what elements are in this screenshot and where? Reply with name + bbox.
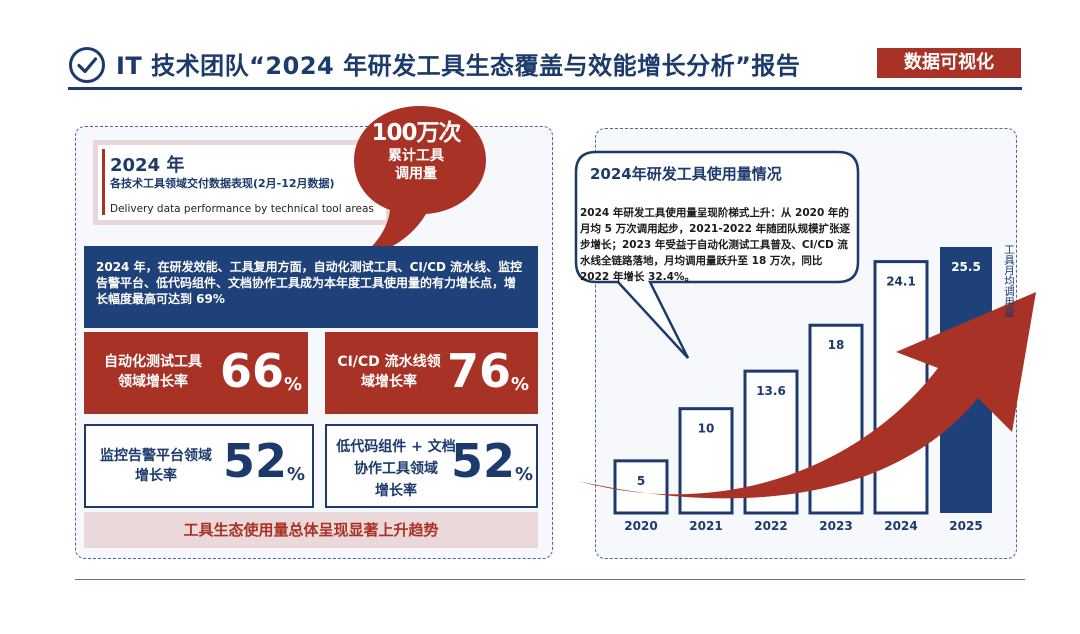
data-visualization-tag: 数据可视化 xyxy=(877,48,1021,78)
bar-value-label: 13.6 xyxy=(756,384,786,398)
year-card: 2024 年 各技术工具领域交付数据表现(2月-12月数据) Delivery … xyxy=(93,140,391,225)
total-calls-label-1: 累计工具 xyxy=(388,148,444,164)
check-circle-icon xyxy=(69,47,105,83)
chart-description: 2024 年研发工具使用量呈现阶梯式上升：从 2020 年的月均 5 万次调用起… xyxy=(580,207,851,283)
year-english-subtitle: Delivery data performance by technical t… xyxy=(110,203,374,215)
bar-value-label: 5 xyxy=(637,474,645,488)
x-tick-label: 2021 xyxy=(689,519,722,533)
x-tick-label: 2024 xyxy=(884,519,917,533)
footer-divider xyxy=(75,579,1025,580)
x-tick-label: 2023 xyxy=(819,519,852,533)
metric-value: 76 xyxy=(447,344,512,398)
bar-value-label: 10 xyxy=(698,422,715,436)
metric-unit: % xyxy=(515,464,534,485)
metric-label-line: 域增长率 xyxy=(361,374,417,390)
x-tick-label: 2025 xyxy=(949,519,982,533)
header-divider xyxy=(68,87,1022,90)
page-title: IT 技术团队“2024 年研发工具生态覆盖与效能增长分析”报告 xyxy=(116,52,801,80)
metric-label-line: 监控告警平台领域 xyxy=(100,448,212,464)
metric-unit: % xyxy=(287,464,306,485)
metric-unit: % xyxy=(284,374,303,395)
metric-card-lowcode-docs: 低代码组件 + 文档 协作工具领域 增长率 52 % xyxy=(325,424,538,508)
metric-value: 52 xyxy=(223,434,288,488)
bar-value-label: 25.5 xyxy=(951,260,981,274)
metric-value: 66 xyxy=(220,344,285,398)
chart-description-bubble xyxy=(574,150,860,359)
total-calls-callout: 100万次 累计工具 调用量 xyxy=(364,120,468,183)
metric-card-automation-test: 自动化测试工具 领域增长率 66 % xyxy=(84,332,308,414)
chart-y-axis-label: 工具月均调用量 xyxy=(1003,244,1015,318)
year-subtitle: 各技术工具领域交付数据表现(2月-12月数据) xyxy=(110,177,335,190)
bar-2024 xyxy=(873,260,929,515)
metric-card-monitoring: 监控告警平台领域 增长率 52 % xyxy=(84,424,314,508)
metric-card-cicd: CI/CD 流水线领 域增长率 76 % xyxy=(325,332,538,414)
bar-value-label: 18 xyxy=(828,338,845,352)
total-calls-label-2: 调用量 xyxy=(395,166,437,182)
metric-label-line: 增长率 xyxy=(375,483,417,499)
bar-2020 xyxy=(613,459,669,515)
trend-arrow-icon xyxy=(578,292,1036,499)
metric-label-line: 增长率 xyxy=(135,468,177,484)
year-title: 2024 年 xyxy=(110,155,185,176)
chart-title: 2024年研发工具使用量情况 xyxy=(590,165,782,183)
summary-text: 2024 年，在研发效能、工具复用方面，自动化测试工具、CI/CD 流水线、监控… xyxy=(84,246,538,328)
metric-unit: % xyxy=(511,374,530,395)
x-tick-label: 2020 xyxy=(624,519,657,533)
metric-label-line: 领域增长率 xyxy=(118,374,188,390)
metric-label-line: 自动化测试工具 xyxy=(104,354,202,370)
total-calls-value: 100万次 xyxy=(371,120,461,146)
bar-value-label: 24.1 xyxy=(886,275,916,289)
metric-value: 52 xyxy=(451,434,516,488)
metric-label-line: 低代码组件 + 文档 xyxy=(336,439,456,455)
x-tick-label: 2022 xyxy=(754,519,787,533)
year-card-accent xyxy=(102,149,105,215)
trend-statement: 工具生态使用量总体呈现显著上升趋势 xyxy=(84,512,538,548)
metric-label-line: 协作工具领域 xyxy=(354,461,438,477)
report-header: IT 技术团队“2024 年研发工具生态覆盖与效能增长分析”报告 数据可视化 xyxy=(0,0,1080,95)
speech-bubble-shape xyxy=(354,106,486,256)
metric-label-line: CI/CD 流水线领 xyxy=(337,354,441,370)
